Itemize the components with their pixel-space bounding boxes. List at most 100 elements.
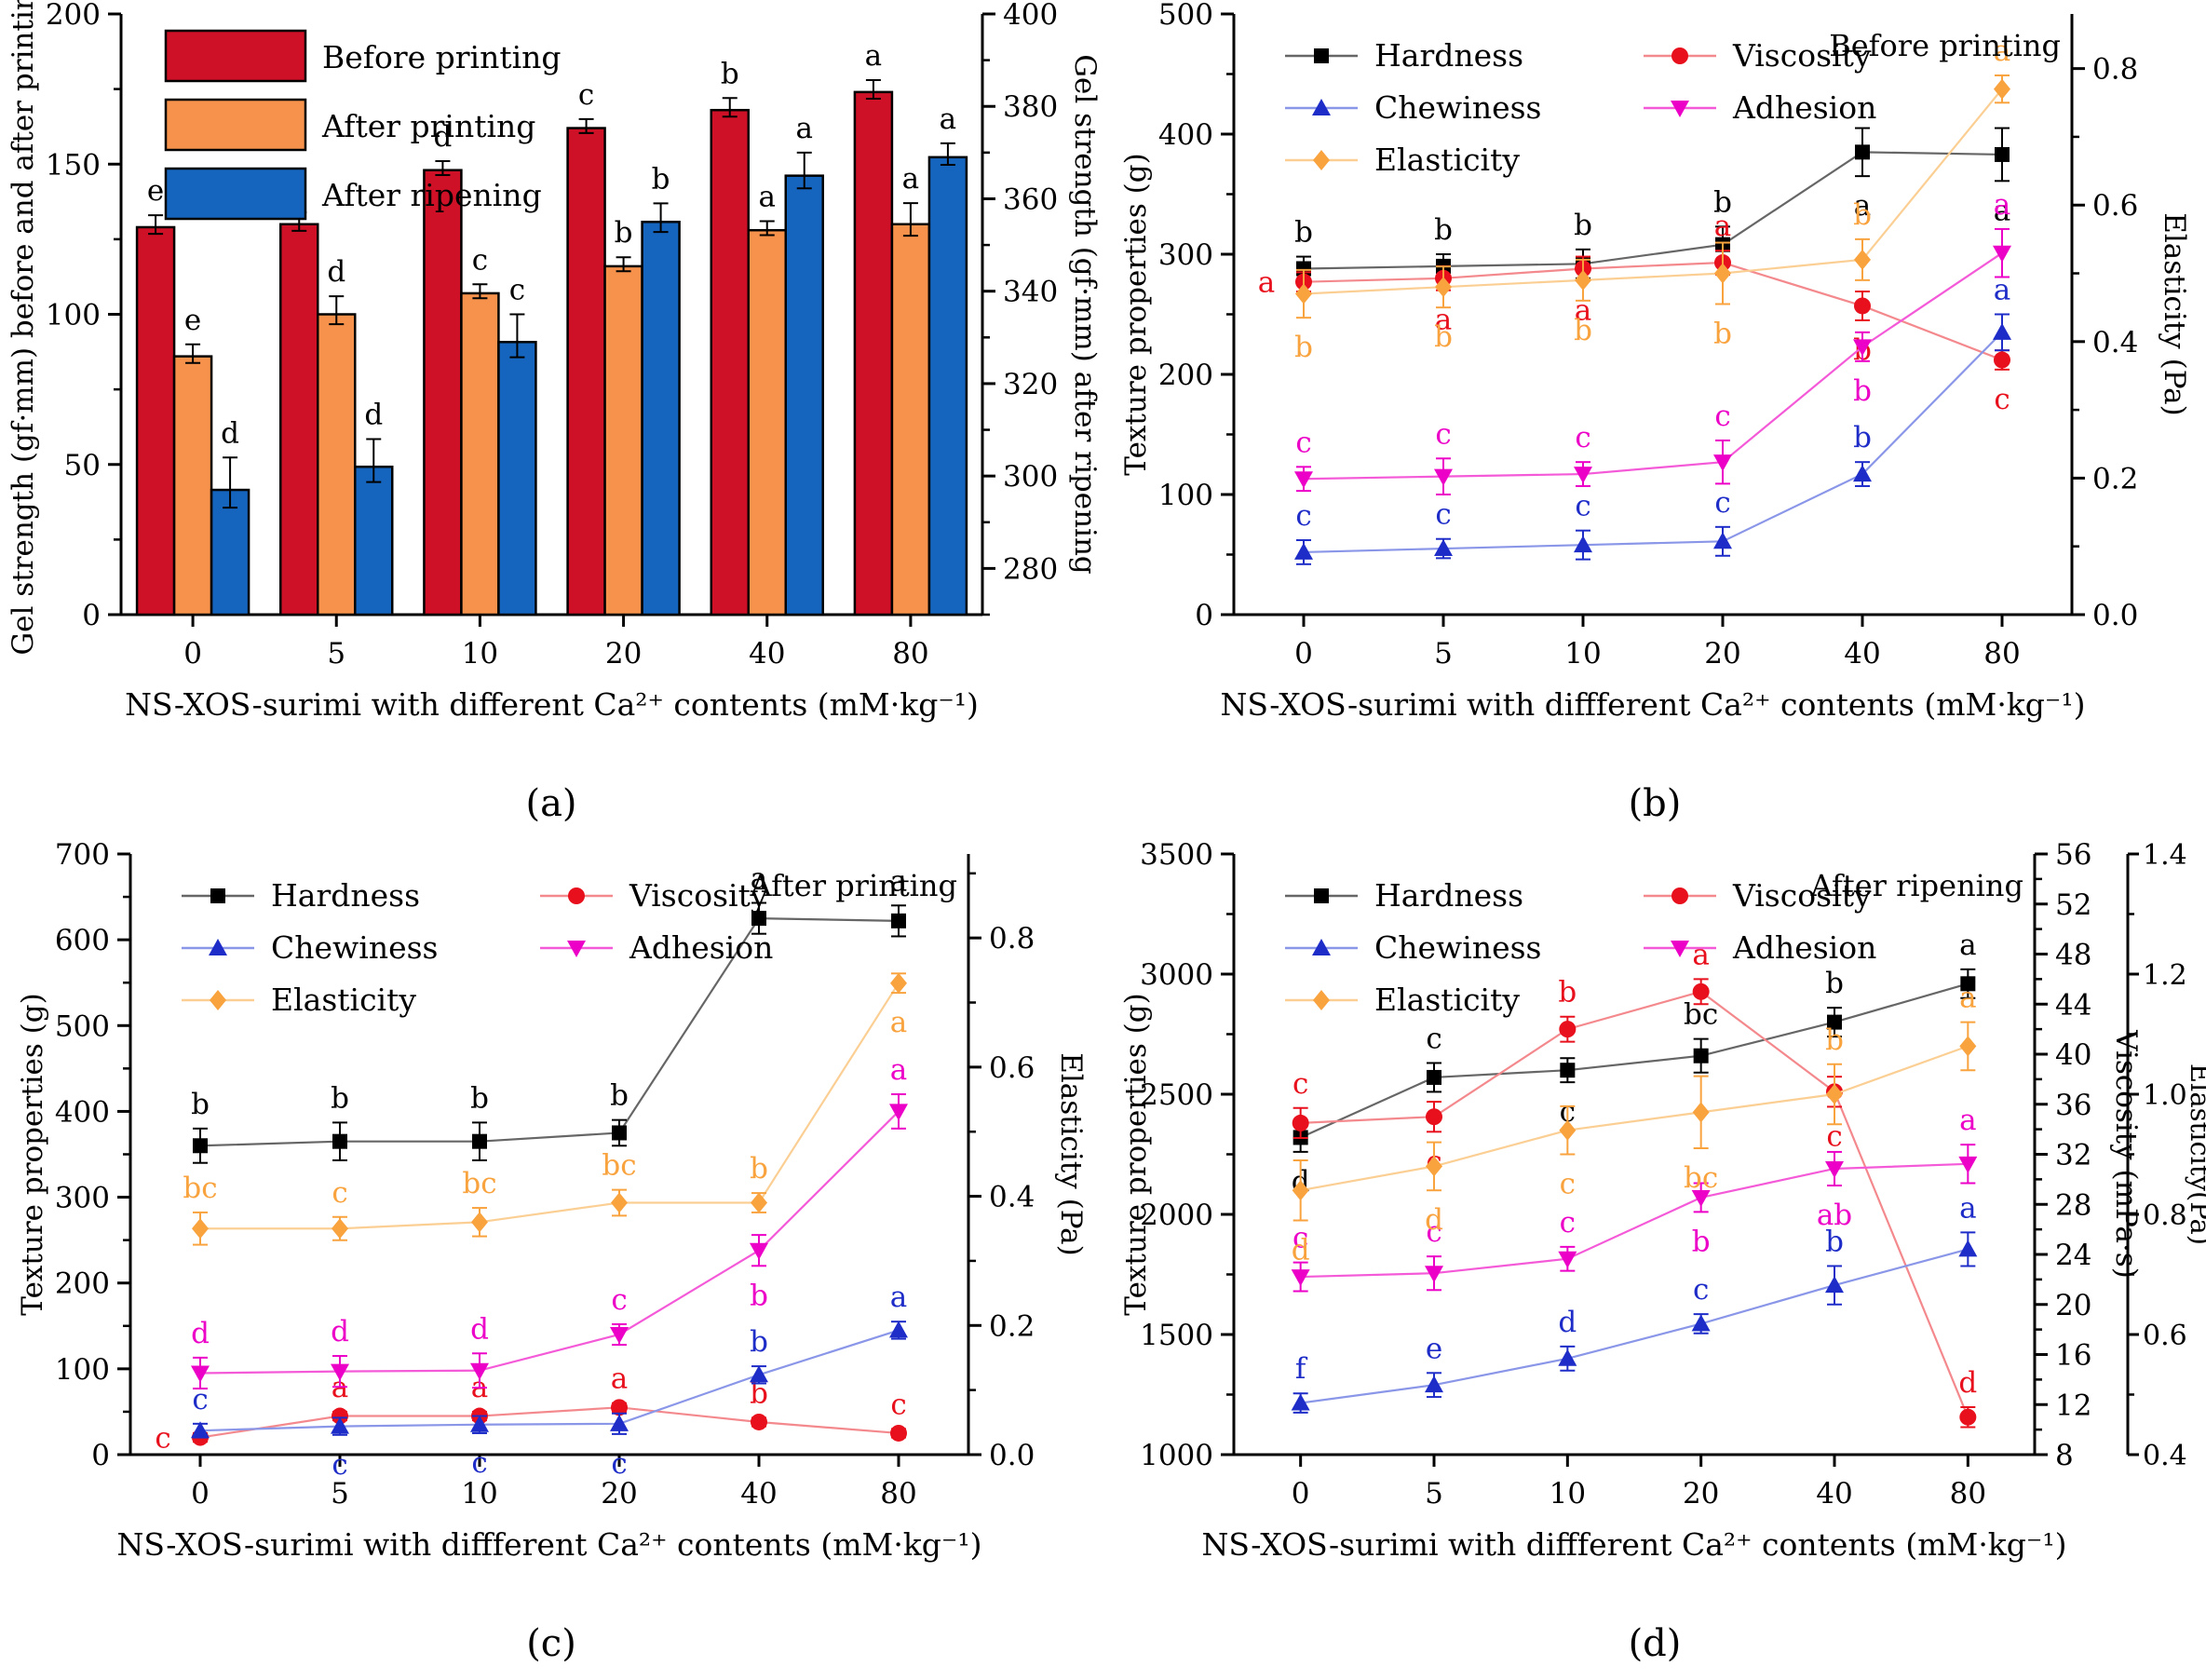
svg-text:d: d bbox=[1292, 1233, 1310, 1267]
svg-text:b: b bbox=[1574, 209, 1592, 242]
svg-text:After printing: After printing bbox=[750, 868, 957, 903]
svg-text:0.0: 0.0 bbox=[2092, 599, 2138, 632]
svg-text:c: c bbox=[332, 1448, 347, 1482]
svg-text:700: 700 bbox=[55, 840, 110, 872]
svg-text:Elasticity(Pa): Elasticity(Pa) bbox=[2185, 1064, 2206, 1245]
legend: Hardness Viscosity Chewiness Adhesion Elasti… bbox=[1285, 37, 1876, 178]
plot-label: After printing bbox=[750, 868, 957, 903]
svg-text:0.4: 0.4 bbox=[2092, 326, 2138, 359]
svg-text:12: 12 bbox=[2055, 1389, 2091, 1422]
svg-text:600: 600 bbox=[55, 924, 110, 957]
svg-text:0.8: 0.8 bbox=[2092, 53, 2138, 87]
panel-a: 0 5 10 20 40 80 NS-XOS-surimi with different C… bbox=[0, 0, 1103, 840]
y-axis-right: 0.0 0.2 0.4 0.6 0.8 Elasticity (Pa) bbox=[2070, 14, 2191, 632]
svg-text:0: 0 bbox=[1292, 1477, 1310, 1511]
svg-text:80: 80 bbox=[892, 637, 928, 671]
svg-text:0.2: 0.2 bbox=[989, 1309, 1035, 1343]
svg-text:c: c bbox=[155, 1422, 170, 1456]
svg-text:Viscosity: Viscosity bbox=[629, 877, 768, 914]
svg-text:NS-XOS-surimi with diffferent: NS-XOS-surimi with diffferent Ca²⁺ conte… bbox=[117, 1526, 982, 1563]
svg-text:e: e bbox=[184, 304, 201, 337]
svg-text:Viscosity: Viscosity bbox=[1732, 877, 1872, 914]
svg-text:b: b bbox=[470, 1081, 489, 1115]
svg-text:b: b bbox=[1434, 213, 1453, 247]
svg-text:20: 20 bbox=[1683, 1477, 1719, 1511]
svg-text:b: b bbox=[610, 1079, 629, 1113]
svg-text:b: b bbox=[750, 1376, 768, 1410]
svg-text:200: 200 bbox=[46, 0, 101, 32]
svg-text:5: 5 bbox=[1425, 1477, 1443, 1511]
svg-text:Elasticity: Elasticity bbox=[1374, 142, 1520, 178]
svg-text:c: c bbox=[890, 1388, 906, 1421]
svg-text:a: a bbox=[890, 1053, 907, 1087]
svg-text:0.6: 0.6 bbox=[2143, 1320, 2187, 1352]
svg-text:b: b bbox=[1825, 967, 1844, 1000]
svg-text:c: c bbox=[1295, 499, 1311, 533]
svg-text:0: 0 bbox=[183, 637, 202, 671]
svg-text:16: 16 bbox=[2055, 1339, 2091, 1373]
svg-text:380: 380 bbox=[1003, 90, 1058, 124]
svg-text:36: 36 bbox=[2055, 1089, 2091, 1122]
svg-text:56: 56 bbox=[2055, 840, 2091, 872]
svg-text:a: a bbox=[611, 1362, 628, 1396]
series-elasticity: bc c bc bc b a bbox=[183, 972, 907, 1246]
svg-text:40: 40 bbox=[1844, 637, 1880, 671]
svg-text:Hardness: Hardness bbox=[1374, 877, 1523, 914]
svg-text:a: a bbox=[1575, 293, 1591, 327]
svg-text:50: 50 bbox=[64, 449, 101, 482]
chart-c-texture-after-printing: 0 5 10 20 40 80 NS-XOS-surimi with diffferent … bbox=[16, 840, 1088, 1563]
svg-text:b: b bbox=[1713, 318, 1732, 351]
series-before-printing: e e d c b a bbox=[135, 39, 894, 616]
svg-text:d: d bbox=[364, 398, 383, 431]
svg-text:b: b bbox=[331, 1081, 349, 1115]
svg-text:a: a bbox=[1959, 1104, 1976, 1137]
svg-text:400: 400 bbox=[1003, 0, 1058, 32]
svg-text:10: 10 bbox=[1550, 1477, 1586, 1511]
svg-text:b: b bbox=[750, 1325, 768, 1359]
svg-text:c: c bbox=[1426, 1215, 1441, 1249]
svg-text:d: d bbox=[191, 1317, 210, 1350]
svg-text:Texture properties (g): Texture properties (g) bbox=[16, 993, 49, 1315]
y-axis-right2: 0.4 0.6 0.8 1.0 1.2 1.4 Elasticity(Pa) bbox=[2126, 840, 2206, 1472]
svg-text:c: c bbox=[611, 1447, 627, 1481]
svg-text:b: b bbox=[1825, 1225, 1844, 1258]
svg-text:bc: bc bbox=[1684, 1161, 1718, 1195]
svg-text:f: f bbox=[1295, 1352, 1308, 1386]
svg-text:After ripening: After ripening bbox=[321, 177, 542, 213]
svg-text:150: 150 bbox=[46, 148, 101, 182]
y-axis-right: 0.0 0.2 0.4 0.6 0.8 Elasticity (Pa) bbox=[967, 854, 1088, 1472]
svg-text:e: e bbox=[1426, 1332, 1442, 1365]
svg-text:b: b bbox=[750, 1279, 768, 1312]
legend-swatch-2 bbox=[164, 98, 307, 152]
svg-text:40: 40 bbox=[749, 637, 785, 671]
panel-c: 0 5 10 20 40 80 NS-XOS-surimi with diffferent … bbox=[0, 840, 1103, 1680]
chart-a-gel-strength: 0 5 10 20 40 80 NS-XOS-surimi with different C… bbox=[7, 0, 1102, 723]
plot-label: After ripening bbox=[1809, 868, 2023, 903]
svg-text:40: 40 bbox=[2055, 1038, 2091, 1072]
svg-text:b: b bbox=[1574, 314, 1592, 347]
svg-text:a: a bbox=[1854, 189, 1871, 223]
series-adhesion: d d d c b a bbox=[191, 1053, 908, 1390]
svg-text:c: c bbox=[471, 1446, 487, 1480]
svg-text:a: a bbox=[1994, 194, 2010, 227]
svg-text:0: 0 bbox=[191, 1477, 210, 1511]
svg-text:b: b bbox=[721, 57, 739, 90]
svg-text:a: a bbox=[1994, 274, 2010, 307]
svg-text:52: 52 bbox=[2055, 888, 2091, 922]
svg-text:2000: 2000 bbox=[1140, 1199, 1213, 1232]
svg-text:10: 10 bbox=[1564, 637, 1601, 671]
svg-text:d: d bbox=[327, 255, 345, 289]
svg-text:80: 80 bbox=[880, 1477, 916, 1511]
y-axis-left: 0 100 200 300 400 500 Texture properties (g) bbox=[1119, 0, 1236, 632]
svg-text:b: b bbox=[750, 1152, 768, 1185]
svg-text:1.4: 1.4 bbox=[2143, 840, 2187, 872]
svg-text:b: b bbox=[1294, 331, 1313, 364]
svg-text:b: b bbox=[652, 162, 670, 196]
svg-text:c: c bbox=[332, 1176, 347, 1210]
svg-text:20: 20 bbox=[1704, 637, 1740, 671]
svg-text:5: 5 bbox=[331, 1477, 349, 1511]
svg-text:Viscosity: Viscosity bbox=[1732, 37, 1872, 74]
svg-text:c: c bbox=[1560, 1206, 1576, 1240]
